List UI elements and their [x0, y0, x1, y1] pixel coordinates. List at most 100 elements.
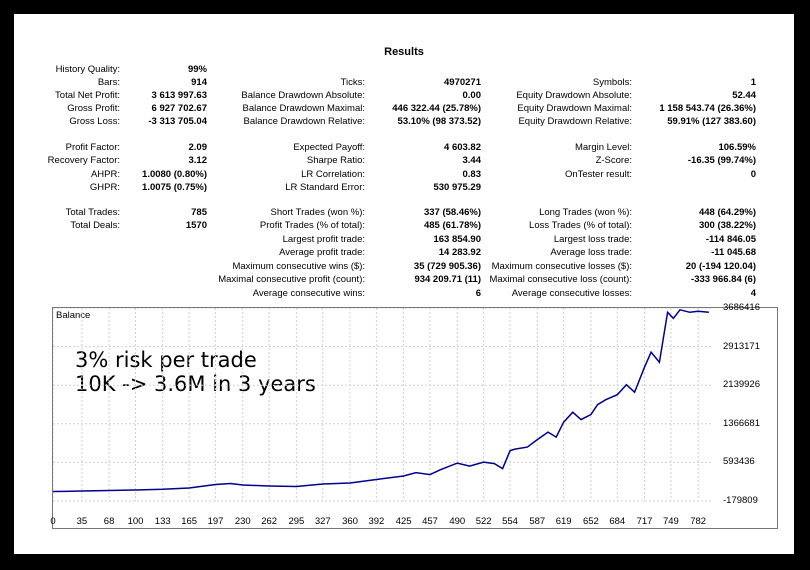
x-tick-label: 133: [154, 516, 171, 527]
stat-label: Profit Trades (% of total):: [259, 220, 365, 231]
overlay-text-line1: 3% risk per trade: [75, 348, 257, 372]
stat-label: Ticks:: [340, 77, 365, 88]
stat-label: Gross Profit:: [67, 103, 120, 114]
stat-label: Equity Drawdown Maximal:: [517, 103, 632, 114]
x-tick-label: 652: [582, 516, 599, 527]
stat-label: Largest profit trade:: [282, 234, 365, 245]
stat-value: 1: [750, 77, 756, 88]
stat-label: Average loss trade:: [550, 247, 632, 258]
stat-label: History Quality:: [55, 64, 120, 75]
x-tick-label: 68: [103, 516, 115, 527]
stat-value: 3 613 997.63: [151, 90, 207, 101]
stat-label: Bars:: [97, 77, 120, 88]
stat-value: 0.00: [462, 90, 482, 101]
x-tick-label: 262: [261, 516, 278, 527]
x-tick-label: 230: [234, 516, 251, 527]
x-tick-label: 782: [690, 516, 707, 527]
x-tick-label: 360: [342, 516, 358, 527]
stat-label: OnTester result:: [564, 169, 632, 180]
stat-label: Expected Payoff:: [293, 142, 365, 153]
y-tick-label: -179809: [723, 495, 758, 506]
stat-label: Balance Drawdown Relative:: [243, 116, 365, 127]
x-tick-label: 35: [76, 516, 88, 527]
stat-value: 2.09: [188, 142, 208, 153]
stat-value: 6: [475, 288, 481, 299]
stat-label: Loss Trades (% of total):: [529, 220, 632, 231]
stat-label: Maximal consecutive profit (count):: [218, 274, 365, 285]
stat-value: 4970271: [444, 77, 481, 88]
stat-value: 3.12: [188, 155, 208, 166]
x-tick-label: 619: [555, 516, 572, 527]
stat-label: Balance Drawdown Maximal:: [242, 103, 366, 114]
stat-value: 914: [191, 77, 207, 88]
x-tick-label: 522: [475, 516, 492, 527]
stat-value: 20 (-194 120.04): [685, 261, 756, 272]
stat-value: -114 846.05: [705, 234, 756, 245]
stat-value: 300 (38.22%): [698, 220, 756, 231]
x-tick-label: 327: [314, 516, 331, 527]
stat-label: Long Trades (won %):: [539, 207, 632, 218]
y-tick-label: 2913171: [723, 340, 760, 352]
stat-label: GHPR:: [89, 182, 120, 193]
stat-value: 337 (58.46%): [423, 207, 481, 218]
results-report: Results History Quality: 99% Bars: 914 Total…: [14, 14, 794, 554]
overlay-text-line2: 10K -> 3.6M in 3 years: [75, 372, 316, 396]
stat-value: 934 209.71 (11): [414, 274, 481, 285]
stat-value: 1 158 543.74 (26.36%): [659, 103, 756, 114]
stat-label: Equity Drawdown Absolute:: [516, 90, 632, 101]
stat-label: Total Deals:: [70, 220, 120, 231]
stat-value: 6 927 702.67: [151, 103, 207, 114]
stat-label: LR Correlation:: [301, 169, 365, 180]
stat-label: Total Trades:: [65, 207, 120, 218]
x-tick-label: 490: [449, 516, 466, 527]
stat-label: Average consecutive wins:: [252, 288, 365, 299]
stat-value: 106.59%: [718, 142, 756, 153]
stat-value: 446 322.44 (25.78%): [392, 103, 481, 114]
stat-value: 99%: [187, 64, 207, 75]
stat-value: 52.44: [732, 90, 756, 101]
x-tick-label: 749: [662, 516, 679, 527]
x-tick-label: 0: [50, 516, 56, 527]
y-tick-label: 3686416: [723, 302, 760, 313]
stat-label: LR Standard Error:: [285, 182, 365, 193]
stat-value: 0.83: [462, 169, 482, 180]
stat-value: 1.0080 (0.80%): [142, 169, 207, 180]
stat-value: 785: [191, 207, 207, 218]
stat-value: 35 (729 905.36): [413, 261, 481, 272]
balance-chart: Balance 3% risk per trade 10K -> 3.6M in…: [50, 302, 778, 529]
stat-label: Symbols:: [592, 77, 632, 88]
stat-value: 53.10% (98 373.52): [397, 116, 481, 127]
x-tick-label: 554: [502, 516, 518, 527]
y-tick-label: 593436: [723, 456, 755, 468]
stat-label: Recovery Factor:: [47, 155, 120, 166]
x-tick-label: 425: [395, 516, 412, 527]
x-tick-label: 165: [181, 516, 198, 527]
stat-value: 485 (61.78%): [423, 220, 481, 231]
stat-label: AHPR:: [90, 169, 120, 180]
stat-value: 3.44: [462, 155, 482, 166]
stat-value: 14 283.92: [438, 247, 481, 258]
stat-label: Maximum consecutive losses ($):: [491, 261, 632, 272]
stat-label: Equity Drawdown Relative:: [518, 116, 632, 127]
stat-value: -11 045.68: [711, 247, 756, 258]
x-tick-label: 197: [207, 516, 224, 527]
stat-value: 4 603.82: [444, 142, 481, 153]
stat-label: Maximal consecutive loss (count):: [489, 274, 632, 285]
stat-value: 1.0075 (0.75%): [142, 182, 207, 193]
stat-label: Gross Loss:: [69, 116, 120, 127]
stat-label: Balance Drawdown Absolute:: [241, 90, 365, 101]
stat-value: 1570: [185, 220, 207, 231]
stat-value: -3 313 705.04: [148, 116, 207, 127]
stat-label: Total Net Profit:: [55, 90, 120, 101]
stat-value: 4: [750, 288, 756, 299]
stat-label: Short Trades (won %):: [270, 207, 365, 218]
x-tick-label: 392: [368, 516, 385, 527]
stat-label: Profit Factor:: [65, 142, 120, 153]
balance-line: [53, 308, 709, 493]
stat-label: Z-Score:: [595, 155, 632, 166]
x-tick-label: 717: [636, 516, 653, 527]
stat-value: 448 (64.29%): [698, 207, 756, 218]
stat-value: -333 966.84 (6): [691, 274, 756, 285]
stat-label: Margin Level:: [574, 142, 632, 153]
stat-value: 0: [750, 169, 756, 180]
